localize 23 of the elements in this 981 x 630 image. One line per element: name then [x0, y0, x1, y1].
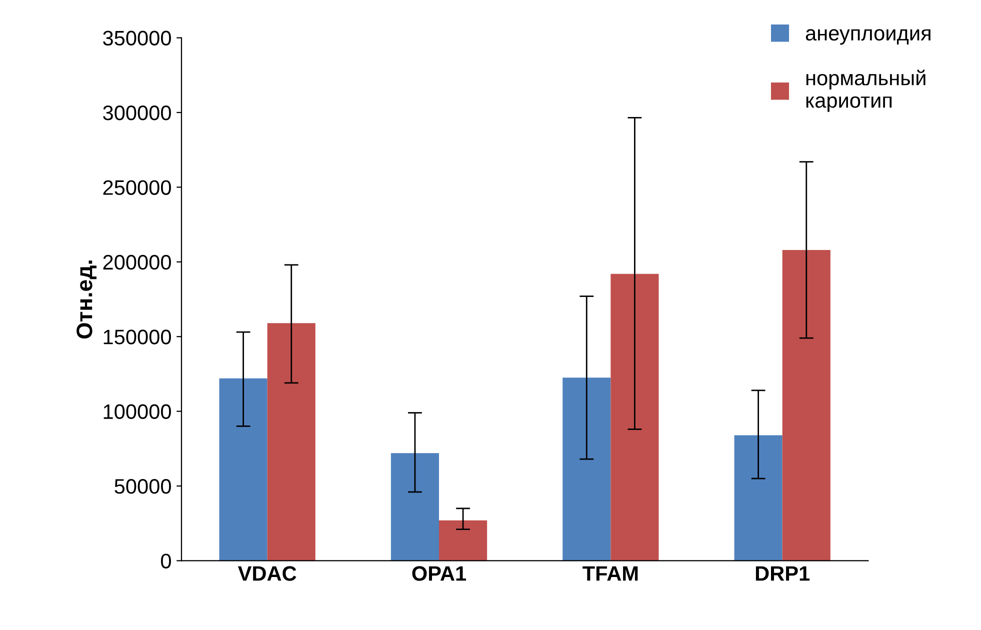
bar — [734, 435, 782, 561]
legend-label: анеуплоидия — [806, 29, 930, 45]
y-tick-label: 300000 — [103, 106, 171, 120]
x-tick-label: OPA1 — [412, 566, 466, 581]
bar — [390, 453, 439, 561]
bar — [267, 323, 316, 561]
legend-label: нормальный кариотип — [806, 70, 926, 112]
y-tick-label: 350000 — [103, 30, 171, 46]
x-tick-label: DRP1 — [756, 566, 810, 581]
y-axis-title: Отн.ед. — [76, 260, 97, 339]
bar — [610, 274, 659, 561]
bar — [782, 250, 830, 561]
y-tick-label: 200000 — [103, 254, 171, 270]
bar — [562, 378, 611, 561]
y-tick-label: 0 — [160, 554, 171, 568]
x-tick-label: VDAC — [238, 566, 296, 581]
y-tick-label: 50000 — [114, 479, 171, 494]
y-tick-label: 250000 — [103, 180, 171, 195]
y-tick-label: 100000 — [104, 404, 171, 420]
y-tick-label: 150000 — [104, 330, 171, 344]
x-tick-label: TFAM — [582, 566, 638, 581]
bar — [438, 520, 488, 561]
bar — [219, 378, 268, 561]
